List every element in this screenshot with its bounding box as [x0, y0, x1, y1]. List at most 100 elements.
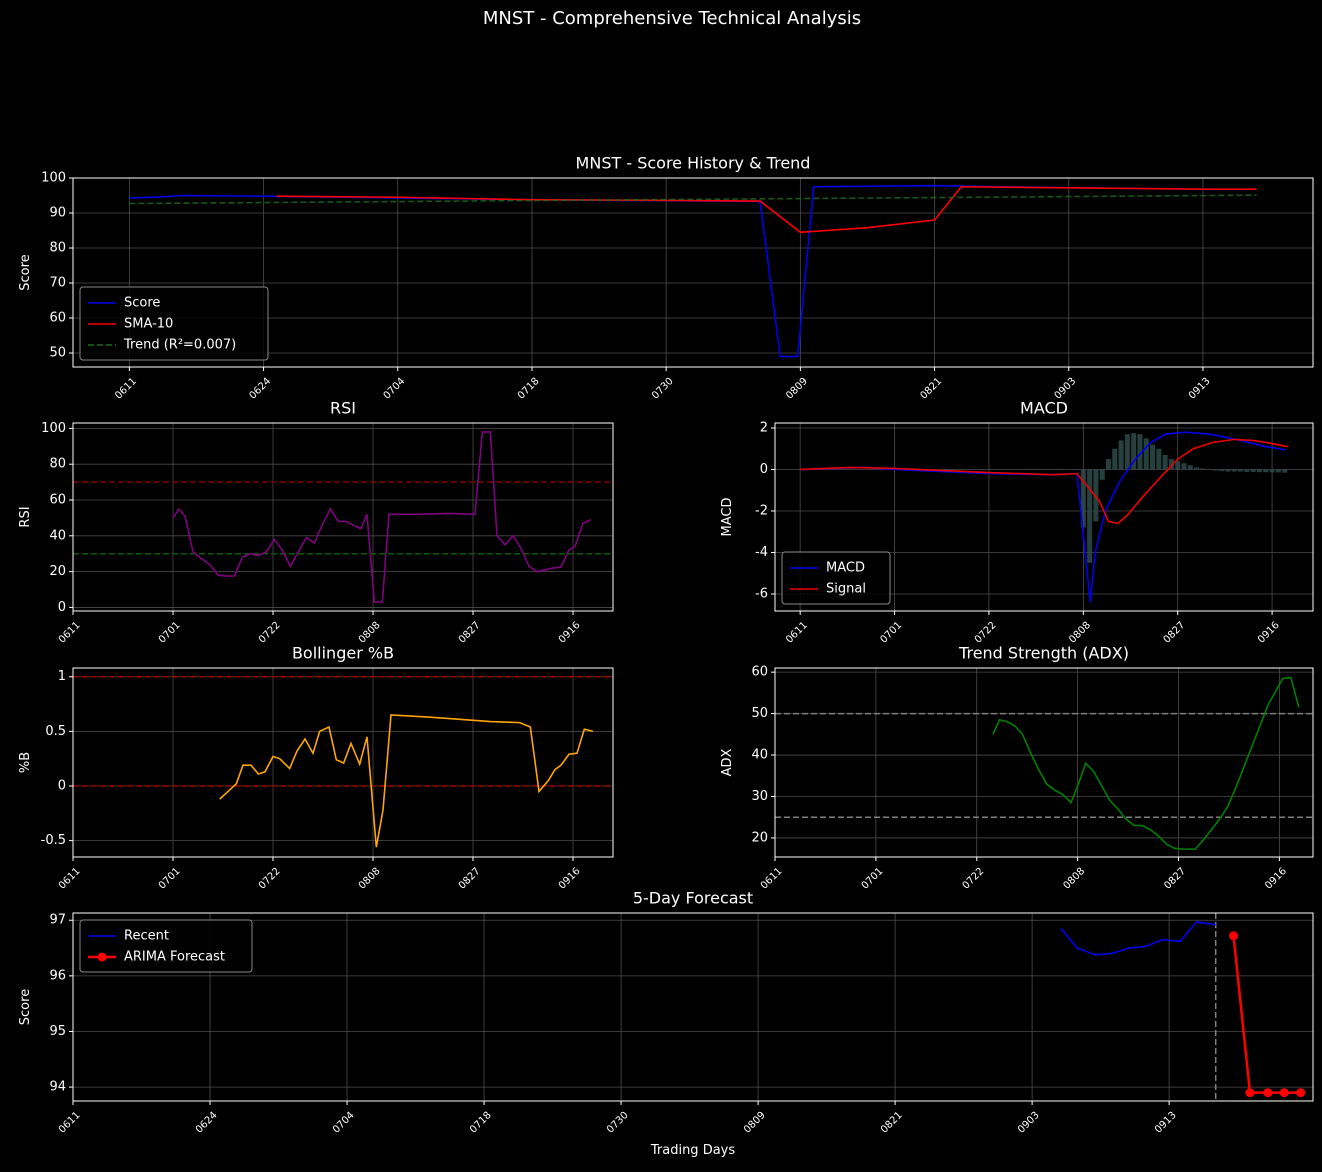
y-axis-label: Score — [18, 989, 33, 1025]
histogram-bar — [1049, 468, 1055, 470]
histogram-bar — [1093, 469, 1099, 522]
series-line — [219, 714, 594, 848]
panel-title: Bollinger %B — [292, 644, 394, 663]
y-tick-label: 0 — [58, 600, 66, 615]
histogram-bar — [1256, 469, 1263, 473]
y-tick-label: 0 — [760, 462, 768, 477]
histogram-bar — [1162, 454, 1168, 470]
legend-label: SMA-10 — [124, 317, 173, 332]
y-tick-label: 80 — [49, 457, 66, 472]
y-tick-label: -6 — [755, 586, 768, 601]
series-marker — [1296, 1088, 1306, 1098]
legend-label: ARIMA Forecast — [124, 950, 225, 965]
histogram-bar — [1168, 459, 1174, 470]
series-line — [1060, 921, 1216, 956]
histogram-bar — [1225, 469, 1231, 472]
y-tick-label: -2 — [755, 503, 768, 518]
y-tick-label: 96 — [49, 968, 66, 983]
histogram-bar — [1043, 468, 1049, 470]
series-marker — [1245, 1088, 1255, 1098]
histogram-bar — [1219, 469, 1225, 472]
y-tick-label: 40 — [751, 748, 768, 763]
histogram-bar — [1055, 468, 1061, 470]
series-line — [172, 431, 592, 603]
histogram-bar — [1181, 463, 1187, 470]
histogram-bar — [1150, 444, 1156, 470]
histogram-bar — [1024, 469, 1030, 470]
panel-title: 5-Day Forecast — [633, 889, 753, 908]
plot-area — [1060, 921, 1306, 1098]
y-tick-label: 30 — [751, 789, 768, 804]
y-axis-label: ADX — [720, 749, 735, 777]
histogram-bar — [1131, 433, 1137, 470]
y-tick-label: 50 — [751, 706, 768, 721]
histogram-bar — [1250, 469, 1256, 472]
y-tick-label: 0.5 — [45, 724, 66, 739]
y-tick-label: 100 — [41, 171, 66, 186]
axes-frame — [72, 667, 614, 858]
y-axis-label: MACD — [720, 498, 735, 537]
y-tick-label: 70 — [49, 276, 66, 291]
histogram-bar — [1080, 469, 1086, 528]
plot-area — [219, 714, 594, 848]
legend-label: Score — [124, 296, 160, 311]
panel-title: Trend Strength (ADX) — [958, 644, 1129, 663]
series-line — [276, 185, 1257, 234]
series-line — [992, 676, 1300, 850]
histogram-bar — [1212, 469, 1218, 471]
series-marker — [1279, 1088, 1289, 1098]
panel-title: MACD — [1020, 399, 1068, 418]
series-line — [800, 431, 1287, 603]
histogram-bar — [1238, 469, 1244, 472]
histogram-bar — [1112, 448, 1118, 470]
series-marker — [1263, 1088, 1273, 1098]
panel-title: RSI — [330, 399, 356, 418]
series-line — [129, 194, 1257, 205]
histogram-bar — [1200, 468, 1206, 470]
y-tick-label: 80 — [49, 241, 66, 256]
y-tick-label: 1 — [58, 669, 66, 684]
series-line — [800, 438, 1288, 525]
y-tick-label: 20 — [751, 830, 768, 845]
axes-frame — [72, 422, 614, 612]
legend-marker — [97, 952, 107, 962]
plot-area — [172, 431, 592, 603]
histogram-bar — [1275, 469, 1281, 473]
plot-area — [992, 676, 1300, 850]
y-tick-label: -0.5 — [41, 833, 66, 848]
y-tick-label: 97 — [49, 913, 66, 928]
y-tick-label: -4 — [755, 545, 768, 560]
axes-frame — [72, 177, 1314, 368]
histogram-bar — [1087, 469, 1093, 563]
axes-frame — [774, 422, 1314, 612]
legend-box — [79, 286, 269, 361]
panel: 0611 0624 0704 0718 0730 0809 0821 0903 09139495… — [18, 889, 1314, 1158]
histogram-bar — [1282, 469, 1288, 473]
y-tick-label: 100 — [41, 421, 66, 436]
histogram-bar — [1156, 448, 1162, 470]
suptitle: MNST - Comprehensive Technical Analysis — [483, 8, 861, 29]
y-tick-label: 60 — [751, 665, 768, 680]
y-axis-label: Score — [18, 254, 33, 290]
histogram-bar — [1124, 434, 1130, 470]
legend-box — [79, 919, 253, 973]
histogram-bar — [1244, 469, 1250, 472]
legend-label: Trend (R²=0.007) — [123, 338, 236, 353]
y-tick-label: 20 — [49, 564, 66, 579]
plot-area — [129, 184, 1257, 358]
histogram-bar — [1030, 468, 1036, 470]
y-tick-label: 90 — [49, 206, 66, 221]
legend-box — [781, 551, 891, 605]
histogram-bar — [1137, 434, 1143, 470]
y-tick-label: 60 — [49, 311, 66, 326]
y-tick-label: 40 — [49, 528, 66, 543]
y-tick-label: 0 — [58, 778, 66, 793]
y-tick-label: 95 — [49, 1024, 66, 1039]
legend-label: MACD — [826, 561, 865, 576]
legend-label: Signal — [826, 582, 866, 597]
histogram-bar — [1269, 469, 1275, 473]
y-axis-label: %B — [18, 752, 33, 773]
